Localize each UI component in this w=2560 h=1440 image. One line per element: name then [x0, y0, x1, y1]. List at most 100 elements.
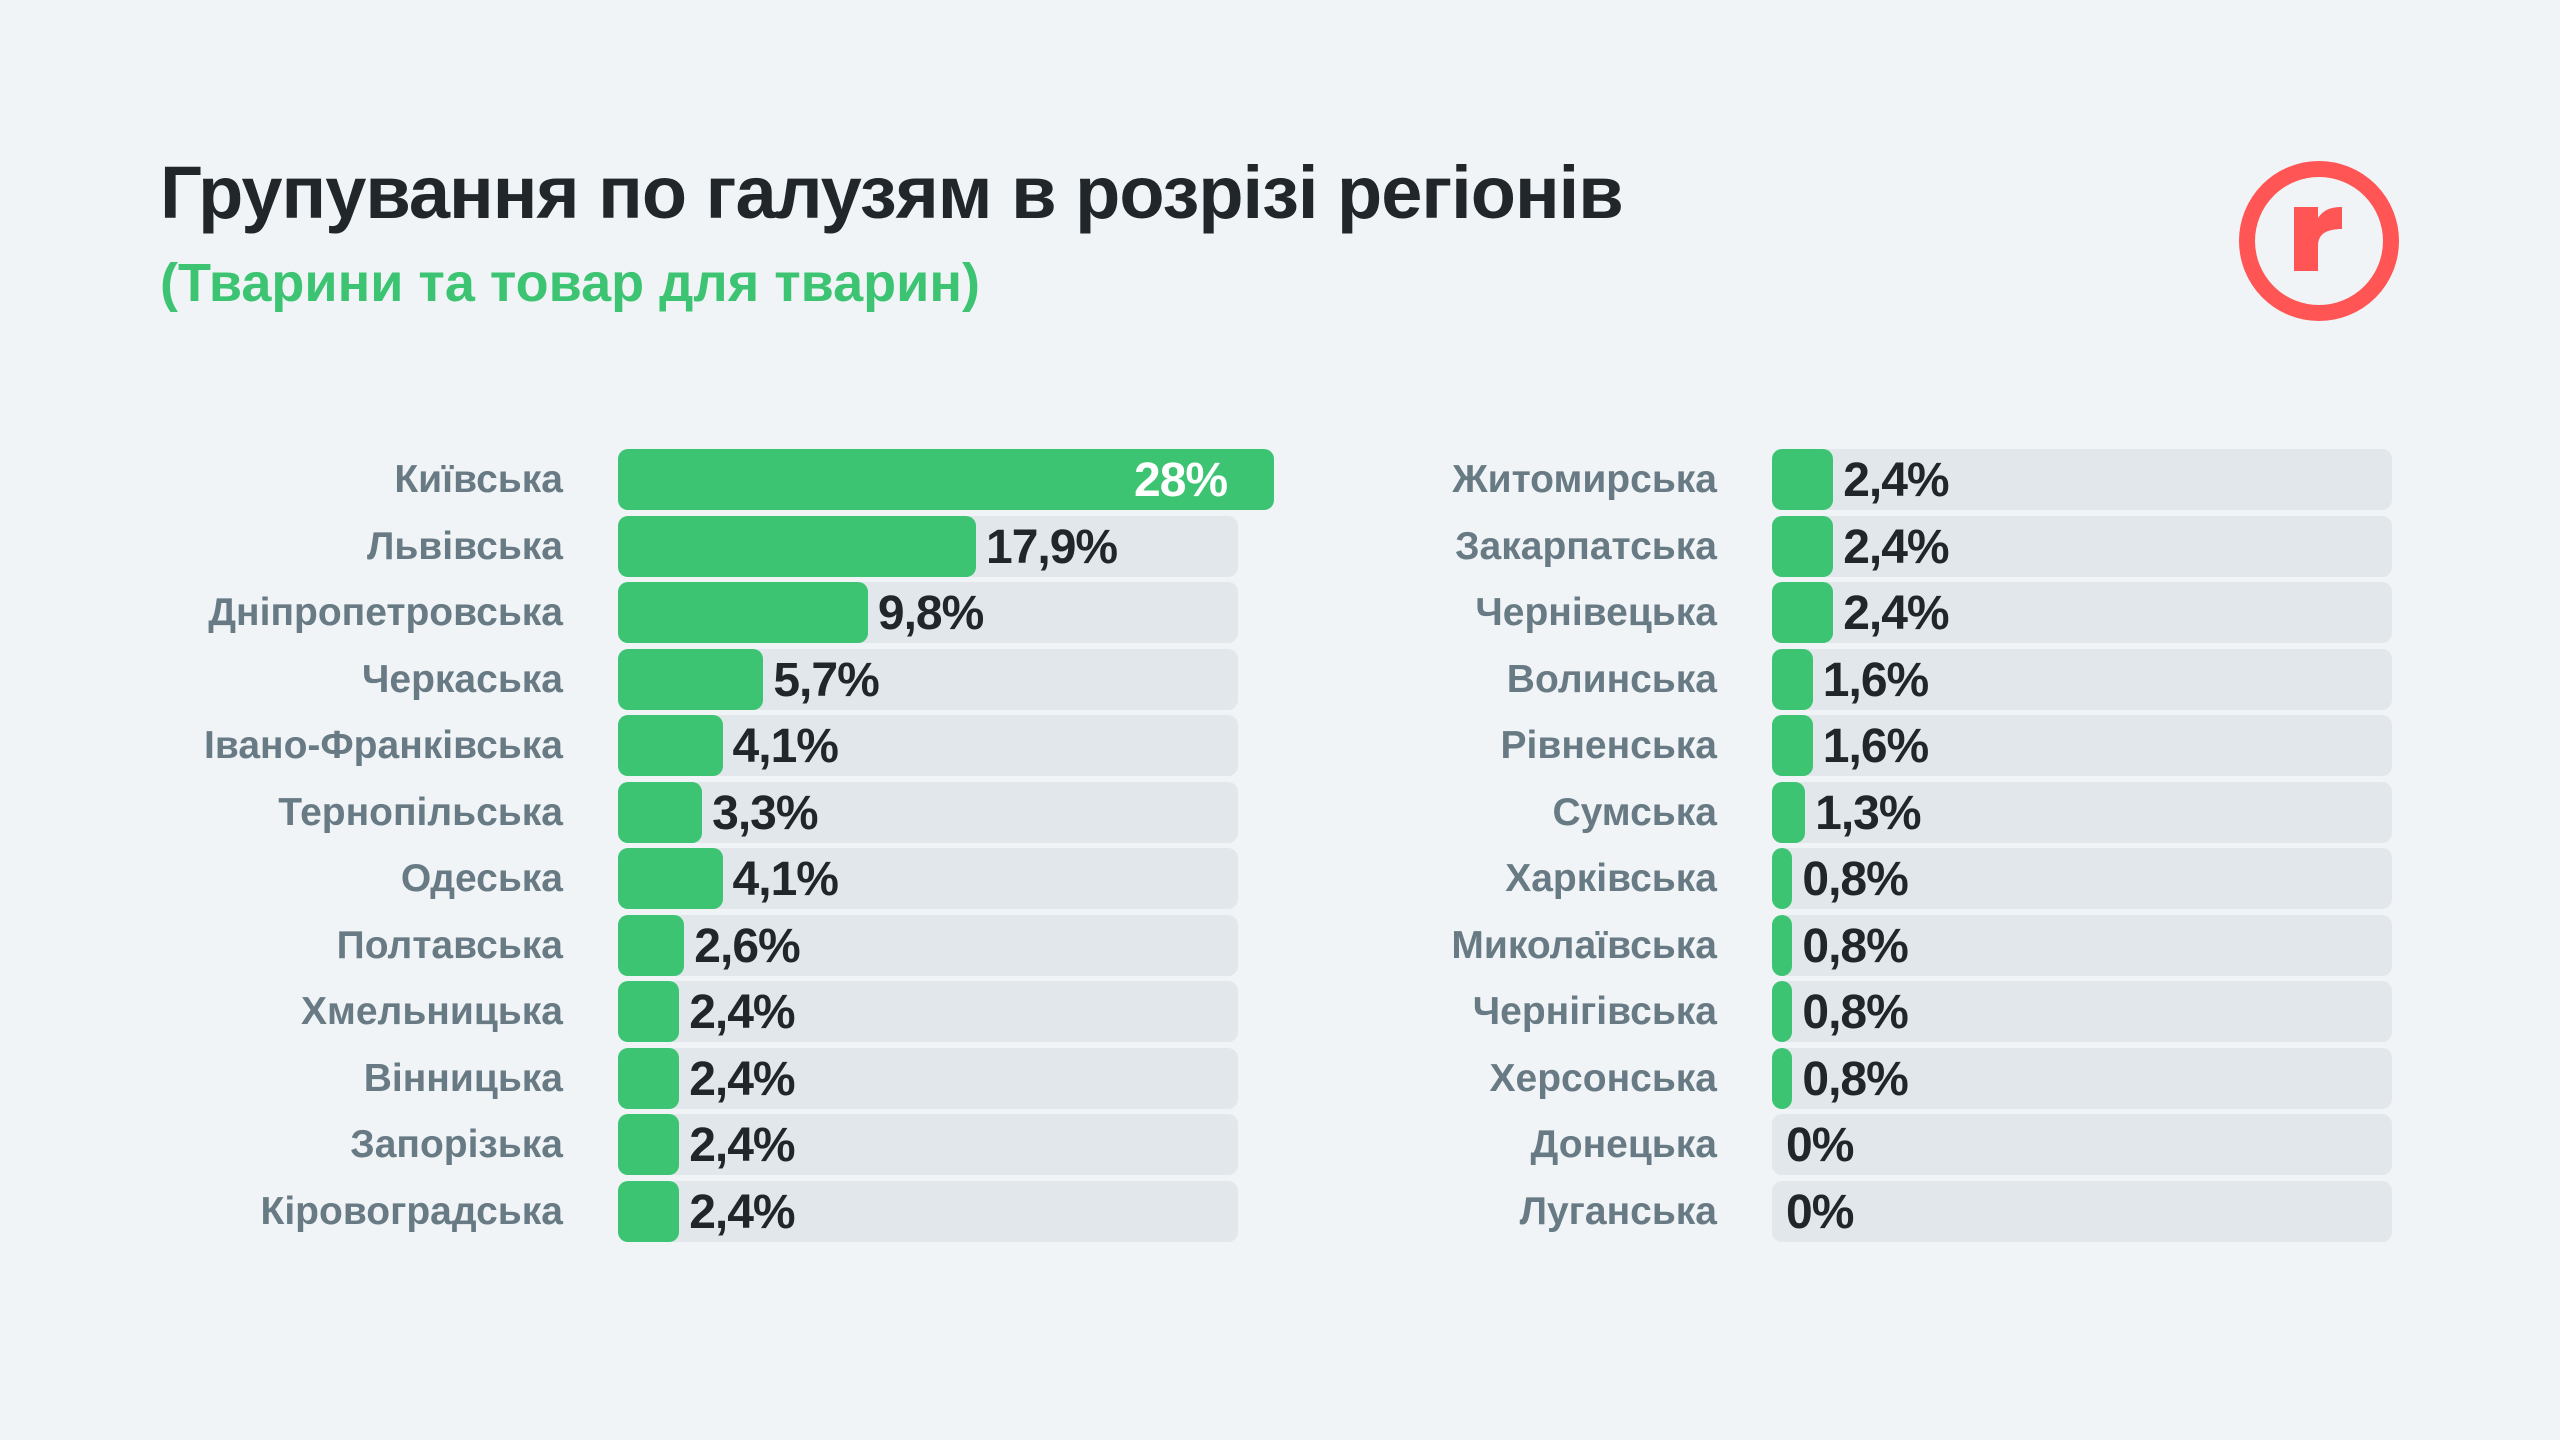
bar-track: [1772, 1047, 2392, 1109]
bar-row: Херсонська 0,8%: [1150, 1047, 2450, 1109]
bar-row: Вінницька 2,4%: [0, 1047, 1300, 1109]
bar-row: Хмельницька 2,4%: [0, 981, 1300, 1042]
bar: [618, 1180, 680, 1242]
value-label: 0,8%: [1802, 986, 1908, 1039]
bar-track: [1772, 1180, 2392, 1242]
bar: [618, 848, 723, 909]
bar-track: [1772, 848, 2392, 909]
bar-row: Дніпропетровська 9,8%: [0, 582, 1300, 643]
value-label: 2,4%: [689, 986, 795, 1039]
bar-track: [1772, 715, 2392, 776]
value-label: 2,4%: [1843, 454, 1949, 507]
category-label: Київська: [394, 458, 563, 501]
bar-track: [618, 1114, 1238, 1175]
bar-track: [1772, 914, 2392, 976]
value-label: 2,4%: [689, 1185, 795, 1239]
category-label: Івано-Франківська: [204, 724, 563, 767]
bar-track: [618, 914, 1238, 976]
category-label: Одеська: [400, 857, 563, 900]
category-label: Волинська: [1506, 657, 1717, 701]
bar-row: Луганська 0%: [1150, 1180, 2450, 1242]
bar-track: [618, 981, 1238, 1042]
category-label: Донецька: [1530, 1123, 1718, 1166]
bar: [618, 515, 976, 577]
value-label: 9,8%: [877, 587, 984, 640]
value-label: 17,9%: [986, 520, 1118, 574]
value-label: 0%: [1786, 1185, 1854, 1239]
value-label: 2,4%: [689, 1119, 795, 1172]
category-label: Житомирська: [1452, 458, 1717, 501]
bar-row: Сумська 1,3%: [1150, 781, 2450, 843]
category-label: Тернопільська: [278, 790, 563, 834]
category-label: Херсонська: [1489, 1056, 1717, 1100]
category-label: Вінницька: [363, 1056, 563, 1100]
value-label: 1,6%: [1822, 653, 1929, 707]
value-label: 28%: [1134, 454, 1228, 507]
bar: [1772, 449, 1834, 510]
bar-row: Кіровоградська 2,4%: [0, 1180, 1300, 1242]
bar: [618, 648, 764, 710]
bar-row: Рівненська 1,6%: [1150, 715, 2450, 776]
category-label: Луганська: [1519, 1189, 1717, 1233]
page-title: Групування по галузям в розрізі регіонів: [160, 151, 1624, 234]
bar-row: Львівська 17,9%: [0, 515, 1300, 577]
bar-row: Полтавська 2,6%: [0, 914, 1300, 976]
bar: [618, 715, 723, 776]
bar: [1772, 648, 1813, 710]
value-label: 3,3%: [712, 786, 818, 840]
value-label: 0,8%: [1802, 1052, 1908, 1106]
bar-row: Харківська 0,8%: [1150, 848, 2450, 909]
bar-row: Миколаївська 0,8%: [1150, 914, 2450, 976]
category-label: Чернівецька: [1475, 591, 1717, 634]
value-label: 5,7%: [773, 653, 879, 707]
category-label: Запорізька: [350, 1123, 563, 1166]
category-label: Кіровоградська: [260, 1189, 563, 1233]
category-label: Закарпатська: [1455, 524, 1717, 568]
value-label: 2,4%: [689, 1052, 795, 1106]
value-label: 0,8%: [1802, 919, 1908, 973]
bar-row: Київська 28%: [0, 449, 1300, 510]
bar: [618, 1047, 680, 1109]
value-label: 4,1%: [732, 720, 839, 773]
bar-track: [618, 1180, 1238, 1242]
category-label: Черкаська: [362, 657, 563, 701]
bar-row: Чернівецька 2,4%: [1150, 582, 2450, 643]
value-label: 1,3%: [1815, 786, 1921, 840]
bar-row: Черкаська 5,7%: [0, 648, 1300, 710]
bar: [1772, 781, 1806, 843]
bar: [1772, 981, 1793, 1042]
value-label: 2,4%: [1843, 520, 1949, 574]
category-label: Сумська: [1552, 790, 1717, 834]
page-subtitle: (Тварини та товар для тварин): [160, 253, 980, 313]
bar-track: [1772, 449, 2392, 510]
bar: [1772, 914, 1793, 976]
value-label: 0,8%: [1802, 853, 1908, 906]
bar: [618, 582, 868, 643]
bar-track: [1772, 515, 2392, 577]
bar: [1772, 582, 1834, 643]
bar: [1772, 848, 1793, 909]
bar-row: Івано-Франківська 4,1%: [0, 715, 1300, 776]
category-label: Рівненська: [1500, 724, 1718, 767]
bar-track: [1772, 582, 2392, 643]
bar-row: Запорізька 2,4%: [0, 1114, 1300, 1175]
bar: [1772, 715, 1813, 776]
bar-track: [618, 1047, 1238, 1109]
bar: [618, 1114, 680, 1175]
value-label: 0%: [1786, 1119, 1854, 1172]
category-label: Львівська: [366, 524, 563, 568]
bar-track: [1772, 981, 2392, 1042]
value-label: 1,6%: [1822, 720, 1929, 773]
bar-row: Тернопільська 3,3%: [0, 781, 1300, 843]
bar: [618, 914, 685, 976]
bar-track: [1772, 1114, 2392, 1175]
bar: [618, 781, 703, 843]
category-label: Дніпропетровська: [208, 591, 563, 634]
bar-row: Чернігівська 0,8%: [1150, 981, 2450, 1042]
bar-row: Одеська 4,1%: [0, 848, 1300, 909]
bar: [618, 981, 680, 1042]
bar: [1772, 1047, 1793, 1109]
bar: [618, 449, 1274, 510]
category-label: Хмельницька: [301, 990, 563, 1033]
bar-track: [618, 781, 1238, 843]
